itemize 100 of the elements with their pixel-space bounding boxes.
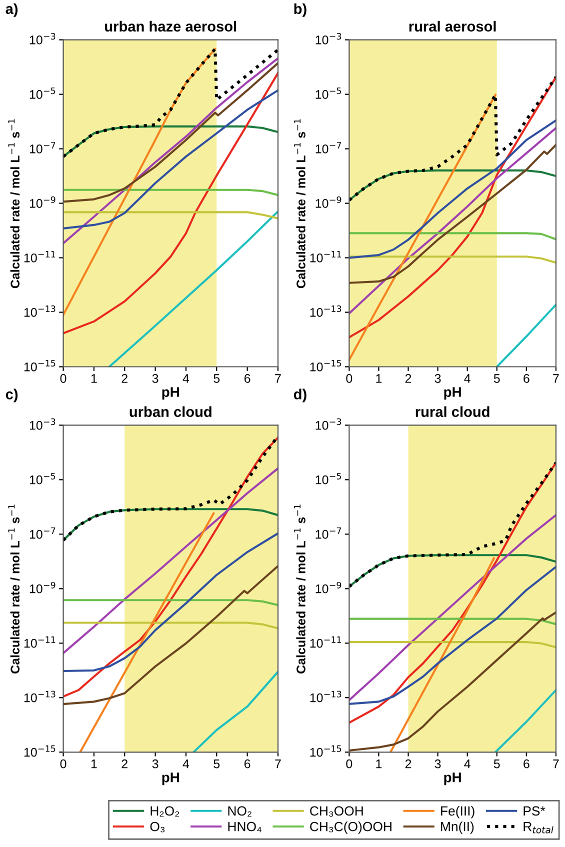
line-series <box>63 48 216 316</box>
y-tick-label: 10$^{−7}$ <box>30 527 56 539</box>
line-series <box>63 125 278 158</box>
y-tick-label: 10$^{−11}$ <box>310 636 342 648</box>
y-tick-label: 10$^{−5}$ <box>30 472 56 484</box>
line-series <box>349 126 556 314</box>
line-series <box>349 566 556 705</box>
line-series <box>63 532 278 672</box>
x-tick-label: 1 <box>376 374 382 383</box>
x-tick-label: 2 <box>122 759 128 768</box>
y-tick-label: 10$^{−3}$ <box>316 418 342 430</box>
chart-title: urban cloud <box>130 406 212 418</box>
x-tick-label: 1 <box>91 760 97 768</box>
x-tick-label: 3 <box>152 759 158 768</box>
x-tick-label: 4 <box>182 760 190 768</box>
y-tick-label: 10$^{−3}$ <box>30 418 56 430</box>
x-tick-label: 7 <box>275 374 281 383</box>
legend-label: Mn(II) <box>441 822 474 834</box>
x-tick-label: 7 <box>553 374 559 383</box>
x-tick-label: 0 <box>60 759 66 768</box>
y-tick-label: 10$^{−5}$ <box>316 472 342 484</box>
text: c) <box>6 388 18 402</box>
y-tick-label: 10$^{−7}$ <box>316 527 342 539</box>
x-axis-title: pH <box>444 772 461 786</box>
legend-label: CH₃OOH <box>310 806 363 817</box>
y-tick-label: 10$^{−11}$ <box>24 636 56 648</box>
chart-title: rural cloud <box>416 406 490 418</box>
legend-label: HNO₄ <box>228 822 262 832</box>
line-series <box>63 508 278 542</box>
chart-title: urban haze aerosol <box>105 20 236 32</box>
legend-label: O₃ <box>150 822 165 832</box>
x-tick-label: 6 <box>244 759 250 768</box>
line-series <box>63 564 278 706</box>
y-tick-label: 10$^{−13}$ <box>24 690 56 702</box>
y-tick-label: 10$^{−15}$ <box>24 745 56 757</box>
y-tick-label: 10$^{−11}$ <box>24 251 56 262</box>
y-tick-label: 10$^{−15}$ <box>310 360 342 372</box>
y-axis-title: Calculated rate / mol L$^{−1}$ s$^{−1}$ <box>294 504 306 674</box>
x-tick-label: 7 <box>275 760 281 768</box>
x-tick-label: 2 <box>405 374 412 383</box>
legend-label: R$_{total}$ <box>524 822 554 834</box>
x-tick-label: 5 <box>214 374 220 383</box>
x-tick-label: 6 <box>524 374 530 383</box>
line-series <box>389 557 495 752</box>
line-series <box>349 76 556 202</box>
y-axis-title: Calculated rate / mol L$^{−1}$ s$^{−1}$ <box>8 504 20 674</box>
x-tick-label: 0 <box>346 374 352 383</box>
text: a) <box>6 3 18 17</box>
x-tick-label: 5 <box>494 760 500 768</box>
line-series <box>63 72 278 334</box>
x-tick-label: 0 <box>346 759 352 768</box>
line-series <box>192 670 278 752</box>
x-tick-label: 5 <box>214 760 220 768</box>
line-series <box>79 512 215 752</box>
x-tick-label: 2 <box>122 374 128 383</box>
y-tick-label: 10$^{−3}$ <box>30 32 56 44</box>
line-series <box>63 467 278 654</box>
y-tick-label: 10$^{−9}$ <box>316 582 342 594</box>
x-tick-label: 4 <box>464 374 470 383</box>
x-tick-label: 1 <box>376 760 382 768</box>
y-tick-label: 10$^{−7}$ <box>30 142 56 154</box>
line-series <box>349 169 556 202</box>
x-axis-title: pH <box>444 387 461 400</box>
y-tick-label: 10$^{−7}$ <box>316 142 342 154</box>
text: d) <box>294 388 306 402</box>
legend-label: PS* <box>524 806 546 816</box>
x-tick-label: 3 <box>434 374 441 383</box>
y-tick-label: 10$^{−9}$ <box>316 196 342 208</box>
x-tick-label: 6 <box>524 759 530 768</box>
y-axis-title: Calculated rate / mol L$^{−1}$ s$^{−1}$ <box>294 119 306 288</box>
line-series <box>63 47 278 158</box>
text: b) <box>294 3 306 17</box>
line-series <box>63 436 278 698</box>
y-tick-label: 10$^{−13}$ <box>24 305 56 317</box>
x-tick-label: 2 <box>405 759 412 768</box>
y-tick-label: 10$^{−11}$ <box>310 251 342 262</box>
x-tick-label: 4 <box>182 374 190 383</box>
line-series <box>349 76 556 338</box>
legend-label: NO₂ <box>228 806 252 817</box>
y-tick-label: 10$^{−5}$ <box>316 88 342 99</box>
x-tick-label: 1 <box>91 374 97 383</box>
x-tick-label: 0 <box>60 374 66 383</box>
line-series <box>108 210 278 367</box>
legend-label: CH₃C(O)OOH <box>310 822 392 834</box>
line-series <box>63 57 278 244</box>
line-series <box>349 119 556 259</box>
x-tick-label: 6 <box>244 374 250 383</box>
line-series <box>349 144 556 284</box>
line-series <box>349 554 556 588</box>
line-series <box>349 514 556 702</box>
legend-label: Fe(III) <box>441 806 474 818</box>
y-tick-label: 10$^{−5}$ <box>30 88 56 99</box>
y-tick-label: 10$^{−3}$ <box>316 32 342 44</box>
line-series <box>63 89 278 230</box>
x-axis-title: pH <box>162 772 179 786</box>
y-tick-label: 10$^{−13}$ <box>310 690 342 702</box>
y-tick-label: 10$^{−15}$ <box>310 745 342 757</box>
line-series <box>63 62 278 203</box>
line-series <box>349 94 496 361</box>
line-series <box>349 462 556 724</box>
